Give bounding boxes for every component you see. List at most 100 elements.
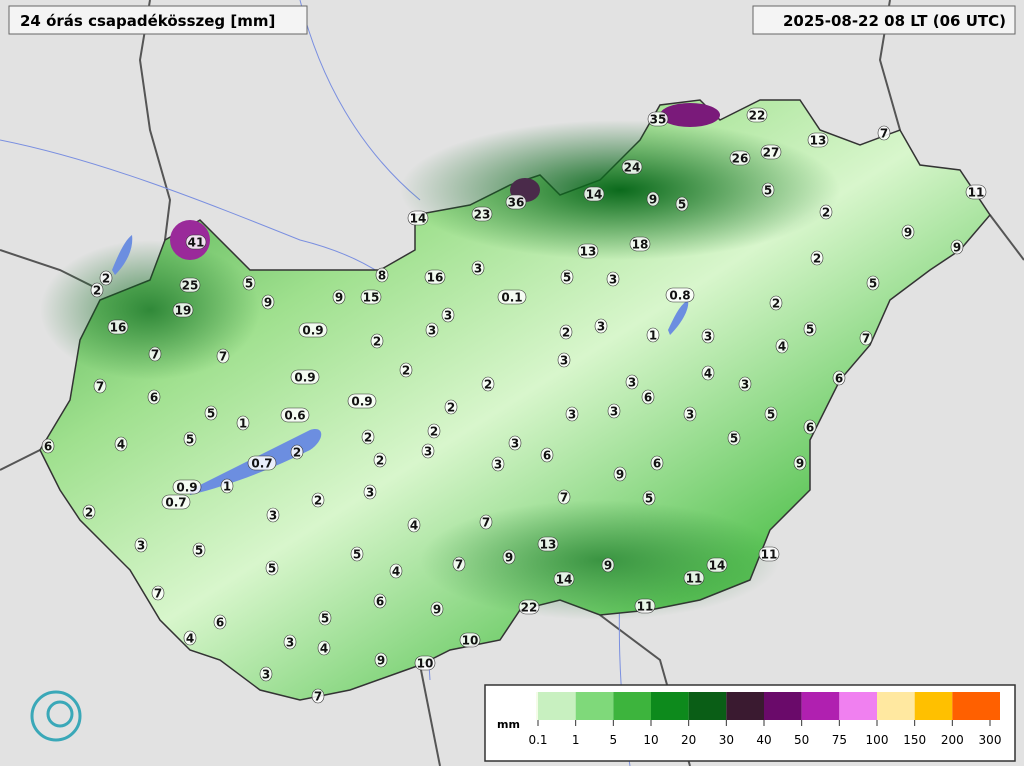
station-value: 14 bbox=[586, 188, 603, 202]
station-badge bbox=[775, 338, 789, 354]
station-value: 5 bbox=[207, 407, 215, 421]
station-value: 7 bbox=[482, 516, 490, 530]
station-badge bbox=[471, 260, 485, 276]
station-value: 23 bbox=[474, 208, 491, 222]
station-badge bbox=[738, 376, 752, 392]
station-badge bbox=[204, 405, 218, 421]
legend-color bbox=[801, 692, 840, 720]
station-badge bbox=[370, 333, 384, 349]
station-badge bbox=[557, 352, 571, 368]
station-value: 3 bbox=[568, 408, 576, 422]
station-badge bbox=[90, 282, 104, 298]
station-value: 4 bbox=[392, 565, 400, 579]
station-badge bbox=[298, 322, 328, 338]
station-value: 3 bbox=[609, 273, 617, 287]
station-value: 0.9 bbox=[294, 371, 315, 385]
station-value: 18 bbox=[632, 238, 649, 252]
station-value: 9 bbox=[377, 654, 385, 668]
station-badge bbox=[807, 132, 829, 148]
station-badge bbox=[452, 556, 466, 572]
legend-color bbox=[613, 692, 651, 720]
legend-tick-label: 1 bbox=[572, 733, 580, 747]
station-badge bbox=[553, 571, 575, 587]
station-badge bbox=[793, 455, 807, 471]
station-badge bbox=[107, 319, 129, 335]
station-value: 35 bbox=[650, 113, 667, 127]
station-badge bbox=[441, 307, 455, 323]
station-value: 6 bbox=[543, 449, 551, 463]
station-value: 7 bbox=[154, 587, 162, 601]
station-badge bbox=[424, 269, 446, 285]
station-badge bbox=[183, 630, 197, 646]
station-badge bbox=[41, 438, 55, 454]
station-value: 3 bbox=[686, 408, 694, 422]
station-badge bbox=[559, 324, 573, 340]
legend-color bbox=[764, 692, 802, 720]
station-value: 41 bbox=[188, 236, 205, 250]
station-value: 0.9 bbox=[351, 395, 372, 409]
station-badge bbox=[505, 194, 527, 210]
station-value: 3 bbox=[494, 458, 502, 472]
station-value: 4 bbox=[186, 632, 194, 646]
station-value: 2 bbox=[562, 326, 570, 340]
station-badge bbox=[361, 429, 375, 445]
station-value: 11 bbox=[968, 186, 985, 200]
station-badge bbox=[430, 601, 444, 617]
legend-tick-label: 150 bbox=[903, 733, 926, 747]
station-badge bbox=[641, 389, 655, 405]
station-value: 4 bbox=[704, 367, 712, 381]
station-badge bbox=[758, 546, 780, 562]
station-badge bbox=[373, 593, 387, 609]
station-badge bbox=[179, 277, 201, 293]
station-badge bbox=[761, 182, 775, 198]
wet-area bbox=[420, 500, 780, 620]
legend-unit: mm bbox=[497, 718, 520, 731]
station-value: 9 bbox=[433, 603, 441, 617]
station-badge bbox=[502, 549, 516, 565]
station-value: 3 bbox=[444, 309, 452, 323]
station-value: 2 bbox=[822, 206, 830, 220]
station-value: 25 bbox=[182, 279, 199, 293]
station-badge bbox=[613, 466, 627, 482]
station-badge bbox=[82, 504, 96, 520]
wet-spot bbox=[660, 103, 720, 127]
station-badge bbox=[414, 655, 436, 671]
station-badge bbox=[877, 125, 891, 141]
station-value: 16 bbox=[110, 321, 127, 335]
station-badge bbox=[729, 150, 751, 166]
legend-tick-label: 75 bbox=[832, 733, 847, 747]
legend-tick-label: 100 bbox=[866, 733, 889, 747]
station-badge bbox=[283, 634, 297, 650]
station-badge bbox=[374, 652, 388, 668]
station-badge bbox=[247, 455, 277, 471]
station-value: 26 bbox=[732, 152, 749, 166]
legend-tick-label: 30 bbox=[719, 733, 734, 747]
station-value: 5 bbox=[563, 271, 571, 285]
station-badge bbox=[832, 370, 846, 386]
station-value: 5 bbox=[764, 184, 772, 198]
station-value: 10 bbox=[417, 657, 434, 671]
station-badge bbox=[172, 302, 194, 318]
station-badge bbox=[242, 275, 256, 291]
station-badge bbox=[901, 224, 915, 240]
station-badge bbox=[557, 489, 571, 505]
station-badge bbox=[859, 330, 873, 346]
station-badge bbox=[481, 376, 495, 392]
station-value: 9 bbox=[505, 551, 513, 565]
station-value: 24 bbox=[624, 161, 641, 175]
legend-color bbox=[538, 692, 576, 720]
station-badge bbox=[311, 688, 325, 704]
station-value: 5 bbox=[195, 544, 203, 558]
station-badge bbox=[683, 406, 697, 422]
station-badge bbox=[151, 585, 165, 601]
station-value: 14 bbox=[556, 573, 573, 587]
station-value: 0.7 bbox=[251, 457, 272, 471]
station-value: 13 bbox=[540, 538, 557, 552]
station-value: 1 bbox=[649, 329, 657, 343]
station-value: 5 bbox=[186, 433, 194, 447]
station-badge bbox=[706, 557, 728, 573]
station-value: 0.8 bbox=[669, 289, 690, 303]
legend-color bbox=[952, 692, 990, 720]
station-badge bbox=[317, 640, 331, 656]
station-value: 5 bbox=[767, 408, 775, 422]
